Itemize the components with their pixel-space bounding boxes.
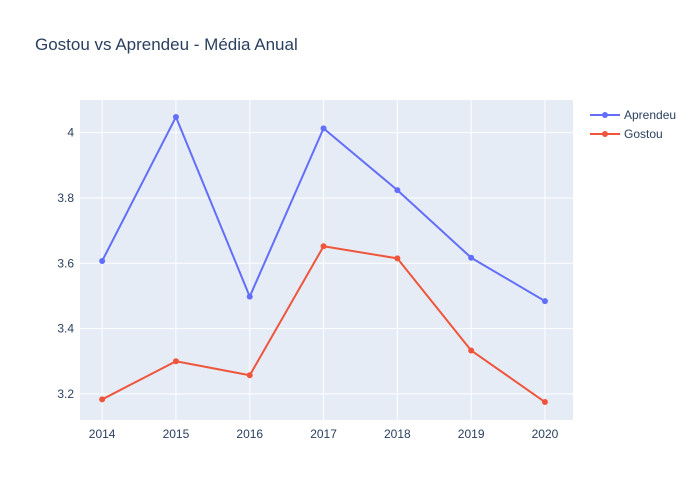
x-tick-label: 2015 bbox=[163, 427, 190, 441]
legend-marker bbox=[602, 131, 608, 137]
data-point[interactable] bbox=[394, 255, 401, 262]
axis-ticks: 2014 2015 2016 2017 2018 2019 2020 3.2 3.4 3.6 3.8… bbox=[57, 126, 558, 441]
data-point[interactable] bbox=[394, 187, 401, 194]
data-point[interactable] bbox=[246, 372, 253, 379]
chart-title: Gostou vs Aprendeu - Média Anual bbox=[35, 35, 298, 54]
data-point[interactable] bbox=[99, 396, 106, 403]
plot-area bbox=[80, 100, 573, 420]
data-point[interactable] bbox=[468, 254, 475, 261]
y-tick-label: 3.4 bbox=[57, 322, 74, 336]
y-tick-label: 3.8 bbox=[57, 191, 74, 205]
legend-item-gostou[interactable]: Gostou bbox=[590, 127, 663, 141]
x-tick-label: 2020 bbox=[532, 427, 559, 441]
grid-lines bbox=[80, 100, 573, 420]
x-tick-label: 2019 bbox=[458, 427, 485, 441]
legend-label: Aprendeu bbox=[624, 108, 676, 122]
data-point[interactable] bbox=[172, 358, 179, 365]
data-point[interactable] bbox=[99, 257, 106, 264]
data-point[interactable] bbox=[320, 243, 327, 250]
data-point[interactable] bbox=[468, 347, 475, 354]
y-tick-label: 3.6 bbox=[57, 256, 74, 270]
data-point[interactable] bbox=[172, 113, 179, 120]
x-tick-label: 2017 bbox=[310, 427, 337, 441]
series-layer bbox=[99, 113, 548, 406]
series-aprendeu bbox=[99, 113, 548, 305]
data-point[interactable] bbox=[541, 399, 548, 406]
data-point[interactable] bbox=[320, 125, 327, 132]
data-point[interactable] bbox=[246, 293, 253, 300]
x-tick-label: 2014 bbox=[89, 427, 116, 441]
x-tick-label: 2016 bbox=[236, 427, 263, 441]
x-tick-label: 2018 bbox=[384, 427, 411, 441]
data-point[interactable] bbox=[541, 298, 548, 305]
series-gostou bbox=[99, 243, 548, 406]
legend-item-aprendeu[interactable]: Aprendeu bbox=[590, 108, 676, 122]
y-tick-label: 4 bbox=[67, 126, 74, 140]
legend-label: Gostou bbox=[624, 127, 663, 141]
legend-marker bbox=[602, 112, 608, 118]
y-tick-label: 3.2 bbox=[57, 387, 74, 401]
legend[interactable]: Aprendeu Gostou bbox=[590, 108, 676, 141]
